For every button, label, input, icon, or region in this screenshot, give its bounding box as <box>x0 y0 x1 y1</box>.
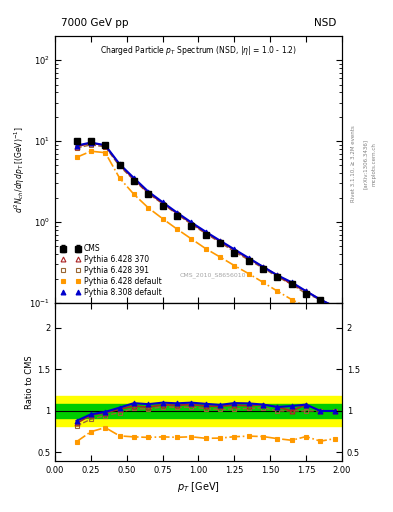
Text: [arXiv:1306.3436]: [arXiv:1306.3436] <box>362 139 367 189</box>
Pythia 8.308 default <box>160 199 165 205</box>
Line: Pythia 6.428 370: Pythia 6.428 370 <box>74 140 337 309</box>
Pythia 8.308 default <box>332 304 337 310</box>
Pythia 6.428 default <box>189 236 194 242</box>
Pythia 6.428 default <box>103 150 108 156</box>
Y-axis label: Ratio to CMS: Ratio to CMS <box>25 355 34 409</box>
Pythia 6.428 391 <box>74 145 79 151</box>
Pythia 6.428 370 <box>332 304 337 310</box>
Pythia 6.428 default <box>232 263 237 269</box>
Pythia 8.308 default <box>117 161 122 167</box>
Pythia 8.308 default <box>203 229 208 235</box>
Pythia 8.308 default <box>103 142 108 148</box>
Line: Pythia 6.428 default: Pythia 6.428 default <box>74 149 337 324</box>
Pythia 6.428 370 <box>232 247 237 253</box>
Pythia 6.428 370 <box>88 140 93 146</box>
Pythia 8.308 default <box>88 139 93 145</box>
Pythia 6.428 370 <box>160 200 165 206</box>
Pythia 8.308 default <box>174 209 179 216</box>
Line: Pythia 6.428 391: Pythia 6.428 391 <box>74 142 337 309</box>
Text: CMS_2010_S8656010: CMS_2010_S8656010 <box>180 272 246 278</box>
Pythia 8.308 default <box>132 175 136 181</box>
Pythia 6.428 370 <box>304 288 309 294</box>
Pythia 6.428 default <box>117 175 122 181</box>
Pythia 6.428 370 <box>261 264 265 270</box>
Pythia 6.428 370 <box>275 272 280 279</box>
Pythia 6.428 391 <box>232 249 237 255</box>
Pythia 6.428 391 <box>160 201 165 207</box>
Pythia 6.428 391 <box>246 257 251 263</box>
Pythia 6.428 391 <box>117 163 122 169</box>
Pythia 6.428 391 <box>103 144 108 150</box>
Pythia 6.428 370 <box>318 296 323 303</box>
Pythia 6.428 391 <box>203 230 208 237</box>
Pythia 6.428 370 <box>132 176 136 182</box>
Pythia 6.428 391 <box>275 274 280 280</box>
Pythia 6.428 default <box>160 216 165 222</box>
Pythia 6.428 370 <box>246 256 251 262</box>
Pythia 6.428 default <box>218 254 222 260</box>
Bar <box>55 396 342 426</box>
Pythia 6.428 370 <box>174 210 179 217</box>
Pythia 6.428 default <box>275 288 280 294</box>
Pythia 6.428 370 <box>103 142 108 148</box>
Pythia 6.428 391 <box>189 221 194 227</box>
Pythia 6.428 391 <box>174 211 179 217</box>
Pythia 6.428 370 <box>203 229 208 236</box>
Pythia 6.428 391 <box>261 265 265 271</box>
Line: Pythia 8.308 default: Pythia 8.308 default <box>74 140 337 309</box>
Pythia 6.428 370 <box>117 162 122 168</box>
Y-axis label: $d^2N_{ch}/d\eta\,dp_T\,[\mathrm{(GeV)}^{-1}]$: $d^2N_{ch}/d\eta\,dp_T\,[\mathrm{(GeV)}^… <box>12 126 27 212</box>
Pythia 8.308 default <box>246 255 251 261</box>
Text: Charged Particle $p_T$ Spectrum (NSD, $|\eta|$ = 1.0 - 1.2): Charged Particle $p_T$ Spectrum (NSD, $|… <box>100 44 297 57</box>
Pythia 6.428 391 <box>318 296 323 303</box>
Pythia 6.428 391 <box>88 142 93 148</box>
Pythia 6.428 391 <box>218 239 222 245</box>
Pythia 6.428 default <box>261 279 265 285</box>
Pythia 6.428 391 <box>304 291 309 297</box>
Text: Rivet 3.1.10, ≥ 3.2M events: Rivet 3.1.10, ≥ 3.2M events <box>351 125 356 202</box>
Pythia 8.308 default <box>275 272 280 279</box>
Text: NSD: NSD <box>314 18 336 28</box>
Pythia 8.308 default <box>74 142 79 148</box>
Pythia 8.308 default <box>261 264 265 270</box>
Pythia 6.428 391 <box>132 177 136 183</box>
Pythia 6.428 391 <box>289 281 294 287</box>
Pythia 6.428 default <box>146 205 151 211</box>
Bar <box>55 404 342 418</box>
Pythia 6.428 391 <box>146 190 151 197</box>
Pythia 8.308 default <box>289 279 294 285</box>
Legend: CMS, Pythia 6.428 370, Pythia 6.428 391, Pythia 6.428 default, Pythia 8.308 defa: CMS, Pythia 6.428 370, Pythia 6.428 391,… <box>59 242 164 299</box>
Pythia 6.428 default <box>304 304 309 310</box>
Pythia 6.428 default <box>74 154 79 160</box>
Pythia 6.428 default <box>174 226 179 232</box>
Pythia 6.428 370 <box>146 189 151 196</box>
X-axis label: $p_T$ [GeV]: $p_T$ [GeV] <box>177 480 220 494</box>
Pythia 6.428 default <box>132 191 136 198</box>
Pythia 8.308 default <box>318 296 323 303</box>
Pythia 6.428 default <box>318 312 323 318</box>
Pythia 8.308 default <box>218 238 222 244</box>
Pythia 6.428 391 <box>332 304 337 310</box>
Pythia 8.308 default <box>304 288 309 294</box>
Pythia 6.428 370 <box>189 220 194 226</box>
Pythia 8.308 default <box>189 219 194 225</box>
Pythia 6.428 370 <box>289 281 294 287</box>
Text: 7000 GeV pp: 7000 GeV pp <box>61 18 128 28</box>
Pythia 8.308 default <box>232 246 237 252</box>
Pythia 6.428 370 <box>74 144 79 150</box>
Pythia 6.428 default <box>289 296 294 303</box>
Text: mcplots.cern.ch: mcplots.cern.ch <box>371 142 376 186</box>
Pythia 6.428 default <box>88 148 93 154</box>
Pythia 6.428 370 <box>218 238 222 244</box>
Pythia 6.428 default <box>203 245 208 251</box>
Pythia 8.308 default <box>146 188 151 195</box>
Pythia 6.428 default <box>246 271 251 277</box>
Pythia 6.428 default <box>332 318 337 324</box>
